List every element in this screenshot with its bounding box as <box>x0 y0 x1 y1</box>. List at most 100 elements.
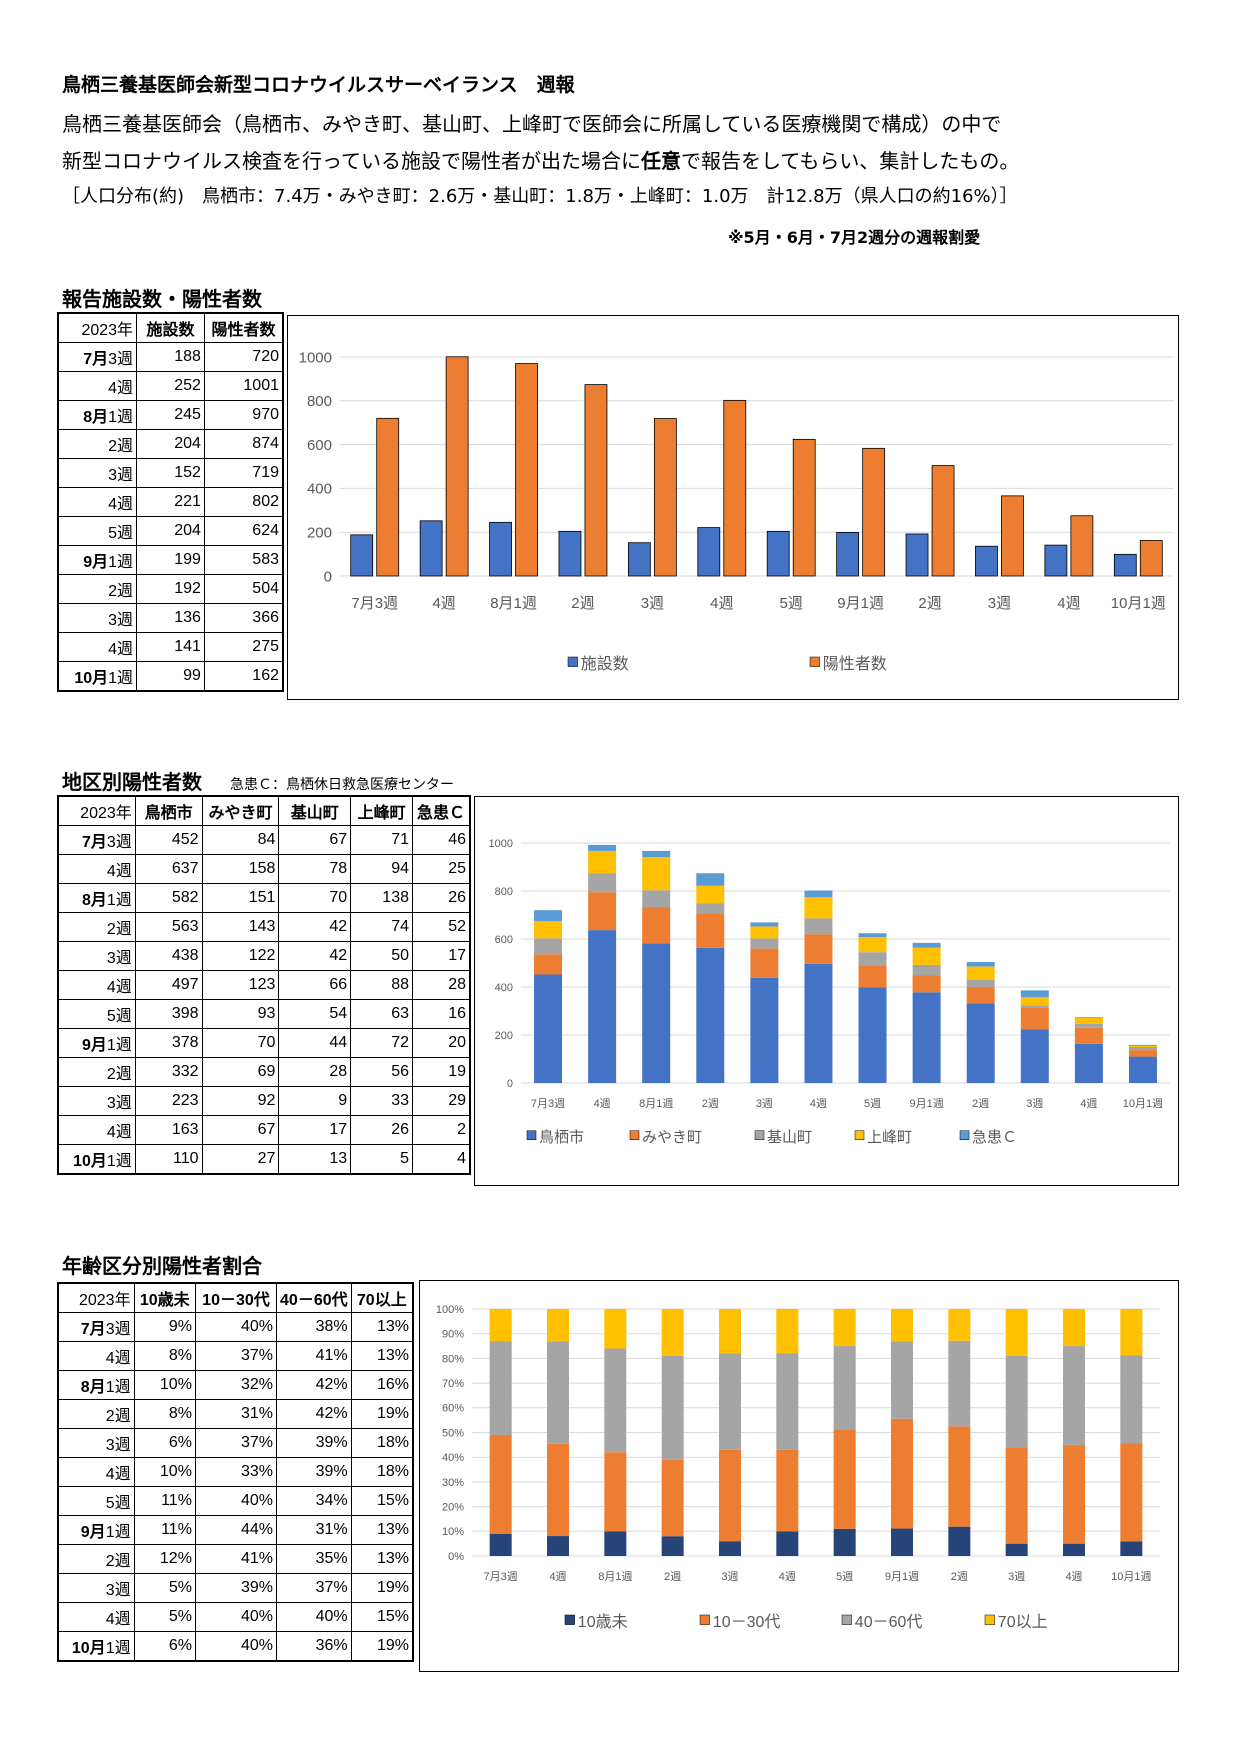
y-tick-label: 200 <box>495 1030 513 1042</box>
bar-segment <box>891 1528 913 1556</box>
description-emphasis: 任意 <box>641 149 681 173</box>
bar-segment <box>696 885 725 904</box>
y-tick-label: 30% <box>442 1477 464 1489</box>
table-cell: 13% <box>350 1312 414 1342</box>
table-cell: 136 <box>136 603 205 633</box>
legend-label: 施設数 <box>581 655 629 673</box>
bar-segment <box>1074 1023 1103 1028</box>
table-cell: 151 <box>201 883 280 913</box>
x-tick-label: 3週 <box>988 595 1011 612</box>
table-cell: 19% <box>350 1631 414 1662</box>
bar-segment <box>858 965 887 988</box>
table-row: 5週 11% 40% 34% 15% <box>57 1486 414 1516</box>
table-cell: 332 <box>134 1057 203 1087</box>
week-number: 3週 <box>106 1095 132 1112</box>
table-cell: 5% <box>133 1602 196 1632</box>
bar <box>489 521 512 577</box>
table-cell: 39% <box>194 1573 278 1603</box>
description-line-1: 鳥栖三養基医師会（鳥栖市、みやき町、基山町、上峰町で医師会に所属している医療機関… <box>62 112 1002 136</box>
week-number: 1週 <box>105 1524 131 1541</box>
bar-segment <box>966 962 995 967</box>
y-tick-label: 1000 <box>489 838 513 850</box>
bar-segment <box>833 1346 856 1431</box>
bar-segment <box>804 897 833 919</box>
week-label: 9月1週 <box>57 1028 136 1058</box>
bar <box>862 447 886 577</box>
table-cell: 42% <box>276 1370 352 1400</box>
week-label: 3週 <box>57 1428 135 1458</box>
column-header: 基山町 <box>278 795 352 826</box>
table-cell: 31% <box>194 1399 278 1429</box>
y-tick-label: 100% <box>436 1304 464 1316</box>
week-number: 4週 <box>108 496 134 513</box>
table-row: 9月1週 11% 44% 31% 13% <box>57 1515 414 1545</box>
table-cell: 12% <box>133 1544 196 1574</box>
y-tick-label: 0 <box>324 568 332 585</box>
bar <box>975 545 998 577</box>
week-number: 4週 <box>106 863 132 880</box>
table-cell: 141 <box>136 632 205 662</box>
bar-segment <box>1063 1309 1085 1347</box>
week-number: 4週 <box>106 1124 132 1141</box>
table-cell: 41% <box>194 1544 278 1574</box>
table-cell: 122 <box>201 941 280 971</box>
bar <box>792 438 816 577</box>
x-tick-label: 7月3週 <box>484 1570 518 1583</box>
table-cell: 44 <box>278 1028 352 1058</box>
table-cell: 71 <box>350 825 413 855</box>
bar <box>419 520 443 577</box>
bar-segment <box>642 907 671 944</box>
x-tick-label: 8月1週 <box>639 1097 673 1110</box>
x-tick-label: 10月1週 <box>1123 1097 1163 1110</box>
bar-segment <box>858 933 887 938</box>
table-cell: 69 <box>201 1057 280 1087</box>
week-label: 4週 <box>57 1115 136 1145</box>
bar <box>697 527 721 577</box>
table-cell: 802 <box>203 487 284 517</box>
bar-segment <box>642 890 671 908</box>
bar-segment <box>1120 1309 1143 1356</box>
table-cell: 46 <box>412 825 471 855</box>
table-cell: 36% <box>276 1631 352 1662</box>
table-cell: 40% <box>194 1312 278 1342</box>
table-cell: 583 <box>203 545 284 575</box>
table-cell: 92 <box>201 1086 280 1116</box>
table-cell: 19 <box>412 1057 471 1087</box>
table-row: 8月1週 582 151 70 138 26 <box>57 883 471 913</box>
month-label: 7月 <box>83 351 109 368</box>
bar-segment <box>1128 1044 1157 1046</box>
week-label: 5週 <box>57 1486 135 1516</box>
bar-segment <box>804 963 833 1083</box>
table-cell: 162 <box>203 661 284 692</box>
table-cell: 27 <box>201 1144 280 1175</box>
page-title: 鳥栖三養基医師会新型コロナウイルスサーベイランス 週報 <box>62 74 575 96</box>
legend-label: 70以上 <box>998 1613 1048 1631</box>
table-row: 4週 141 275 <box>57 632 284 662</box>
table-cell: 624 <box>203 516 284 546</box>
age-table: 2023年 10歳未 10－30代 40－60代 70以上 7月3週 9% 40% 38% 13%… <box>57 1282 414 1662</box>
bar-segment <box>719 1353 741 1450</box>
section1-title: 報告施設数・陽性者数 <box>62 287 262 311</box>
column-header: 2023年 <box>57 312 138 343</box>
bar-segment <box>1128 1045 1157 1047</box>
bar-segment <box>858 952 887 966</box>
bar-segment <box>1063 1346 1085 1445</box>
table-row: 3週 438 122 42 50 17 <box>57 941 471 971</box>
table-row: 9月1週 199 583 <box>57 545 284 575</box>
y-tick-label: 80% <box>442 1353 464 1365</box>
table-cell: 152 <box>136 458 205 488</box>
bar-segment <box>534 910 563 922</box>
x-tick-label: 4週 <box>710 595 733 612</box>
bar-segment <box>719 1541 741 1556</box>
table-row: 7月3週 188 720 <box>57 342 284 372</box>
description-line-2c: で報告をしてもらい、集計したもの。 <box>681 149 1020 173</box>
table-cell: 88 <box>350 970 413 1000</box>
table-cell: 19% <box>350 1573 414 1603</box>
week-number: 2週 <box>105 1553 131 1570</box>
table-cell: 74 <box>350 912 413 942</box>
y-tick-label: 800 <box>495 886 513 898</box>
bar-segment <box>1020 1005 1049 1008</box>
bar <box>627 542 651 577</box>
column-header: 2023年 <box>57 1282 135 1313</box>
bar-segment <box>534 954 563 975</box>
